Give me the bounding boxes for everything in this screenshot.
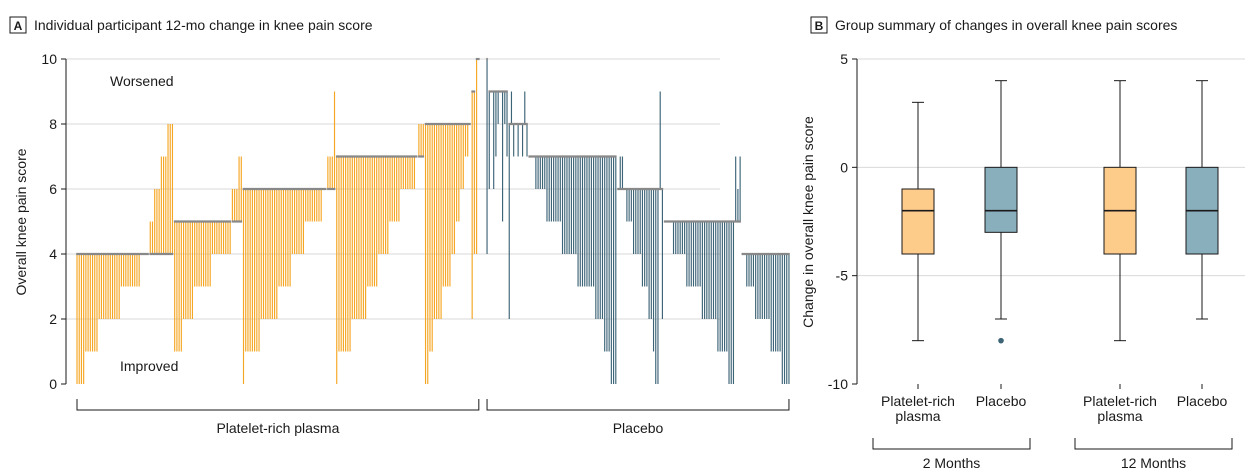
panel-b-y-axis: -10 -5 0 5 bbox=[828, 51, 858, 392]
panel-b-y-axis-label: Change in overall knee pain score bbox=[800, 116, 816, 328]
panel-a-y-tick-label: 2 bbox=[49, 311, 57, 327]
box-outlier bbox=[998, 337, 1004, 344]
panel-b-gridlines bbox=[857, 58, 1245, 277]
panel-a-group-brackets: Platelet-rich plasma Placebo bbox=[76, 399, 790, 436]
panel-a-badge: A bbox=[14, 19, 23, 33]
panel-a-title: Individual participant 12-mo change in k… bbox=[34, 17, 373, 33]
panel-a-y-axis: 0 2 4 6 8 10 bbox=[41, 51, 67, 392]
box-iqr bbox=[901, 188, 935, 255]
panel-b-y-tick-label: -10 bbox=[828, 376, 848, 392]
category-label: Platelet-rich plasma bbox=[881, 393, 955, 424]
panel-b-title: Group summary of changes in overall knee… bbox=[835, 17, 1177, 33]
group-bracket bbox=[76, 399, 480, 411]
timepoint-bracket bbox=[872, 438, 1031, 450]
panel-a-baselines bbox=[76, 57, 790, 256]
group-bracket bbox=[486, 399, 790, 411]
category-label: Placebo bbox=[976, 393, 1027, 409]
category-label: Placebo bbox=[1177, 393, 1228, 409]
panel-a-y-tick-label: 6 bbox=[49, 181, 57, 197]
panel-a-y-axis-label: Overall knee pain score bbox=[13, 148, 29, 295]
panel-a-y-tick-label: 0 bbox=[49, 376, 57, 392]
category-label: Platelet-rich plasma bbox=[1083, 393, 1157, 424]
annotation-improved: Improved bbox=[120, 358, 178, 374]
timepoint-label: 2 Months bbox=[923, 455, 981, 471]
timepoint-bracket bbox=[1074, 438, 1233, 450]
panel-b-y-tick-label: 0 bbox=[840, 159, 848, 175]
panel-a-y-tick-label: 10 bbox=[41, 51, 57, 67]
group-label: Placebo bbox=[613, 420, 664, 436]
panel-a-chart: 0 2 4 6 8 10 Overall knee pain score Worsened… bbox=[13, 51, 790, 436]
panel-b-category-labels: Platelet-rich plasma Placebo Platelet-rich p… bbox=[881, 384, 1228, 424]
panel-b-y-tick-label: -5 bbox=[836, 268, 849, 284]
box-iqr bbox=[984, 166, 1018, 233]
panel-b-badge-box bbox=[810, 16, 828, 34]
panel-b-chart: -10 -5 0 5 Change in overall knee pain scor… bbox=[800, 51, 1245, 471]
panel-a-header: A Individual participant 12-mo change in… bbox=[9, 16, 373, 34]
panel-b-timepoint-brackets: 2 Months 12 Months bbox=[872, 438, 1233, 471]
group-label: Platelet-rich plasma bbox=[216, 420, 339, 436]
panel-a-badge-box bbox=[9, 16, 27, 34]
panel-a-y-tick-label: 4 bbox=[49, 246, 57, 262]
panel-a-bars bbox=[76, 59, 790, 384]
panel-b-boxes bbox=[901, 80, 1219, 344]
panel-b-badge: B bbox=[815, 19, 824, 33]
panel-b-y-tick-label: 5 bbox=[840, 51, 848, 67]
panel-a-y-tick-label: 8 bbox=[49, 116, 57, 132]
panel-b-header: B Group summary of changes in overall kn… bbox=[810, 16, 1177, 34]
annotation-worsened: Worsened bbox=[110, 73, 174, 89]
timepoint-label: 12 Months bbox=[1121, 455, 1186, 471]
